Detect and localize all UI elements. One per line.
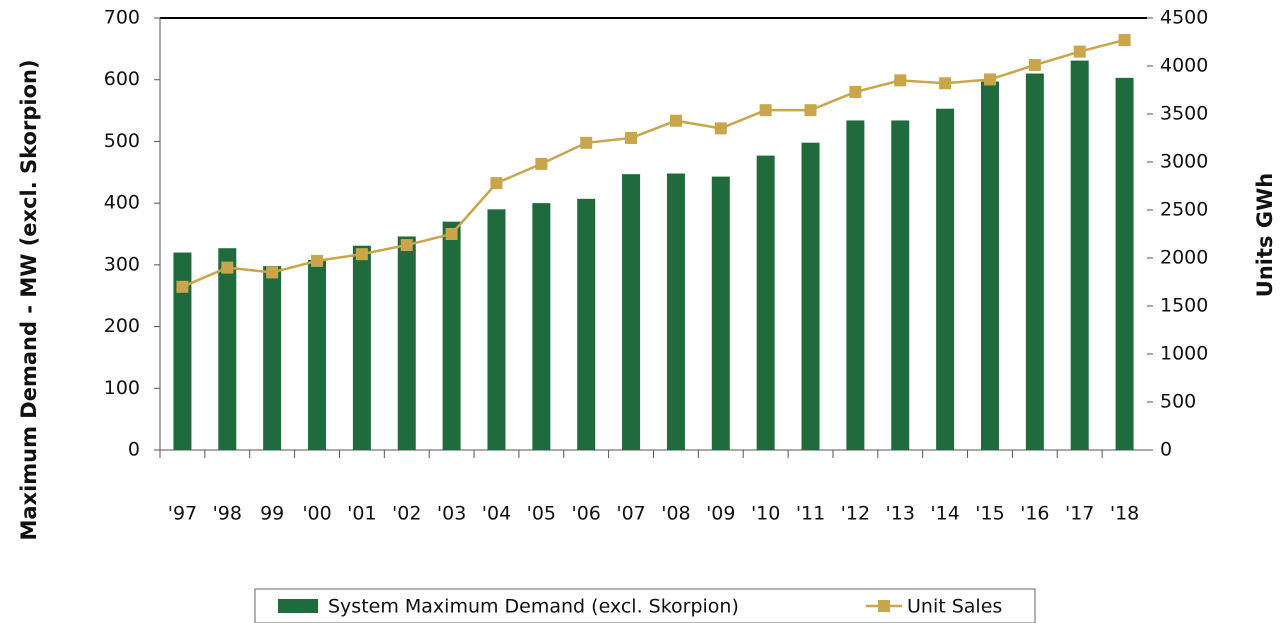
- y-tick-label: 200: [104, 315, 140, 337]
- x-tick-label: '01: [347, 503, 376, 525]
- marker: [1118, 34, 1131, 47]
- y-tick-label: 100: [104, 377, 140, 399]
- bar: [352, 245, 371, 450]
- y-tick-label: 400: [104, 192, 140, 214]
- x-tick-label: '13: [886, 503, 915, 525]
- bar: [846, 120, 865, 451]
- y2-axis-title: Units GWh: [1253, 173, 1277, 297]
- x-tick-label: '11: [796, 503, 825, 525]
- x-tick-label: '15: [975, 503, 1004, 525]
- legend-swatch: [278, 599, 318, 613]
- bar: [397, 236, 416, 450]
- y2-tick-label: 500: [1160, 391, 1196, 413]
- marker: [983, 73, 996, 86]
- marker: [400, 239, 413, 252]
- x-tick-label: '05: [527, 503, 556, 525]
- legend-label: System Maximum Demand (excl. Skorpion): [328, 596, 739, 618]
- bar: [891, 120, 910, 451]
- y2-tick-label: 3500: [1160, 103, 1208, 125]
- bar: [308, 259, 327, 450]
- bar: [1070, 60, 1089, 450]
- x-tick-label: '08: [661, 503, 690, 525]
- x-tick-label: '07: [616, 503, 645, 525]
- bar: [532, 203, 551, 450]
- bar: [622, 174, 641, 450]
- y2-tick-label: 4500: [1160, 7, 1208, 29]
- x-tick-label: '97: [168, 503, 197, 525]
- marker: [849, 85, 862, 98]
- marker: [580, 136, 593, 149]
- y-axis-title: Maximum Demand - MW (excl. Skorpion): [17, 59, 41, 540]
- y-tick-label: 300: [104, 253, 140, 275]
- x-tick-label: '16: [1020, 503, 1049, 525]
- x-tick-label: '00: [302, 503, 331, 525]
- bar: [1025, 73, 1044, 451]
- x-tick-label: '12: [841, 503, 870, 525]
- bar: [218, 248, 237, 450]
- marker: [759, 104, 772, 117]
- marker: [535, 157, 548, 170]
- bar: [711, 176, 730, 450]
- y-tick-label: 0: [128, 439, 140, 461]
- x-tick-label: '02: [392, 503, 421, 525]
- marker: [355, 248, 368, 261]
- marker: [221, 261, 234, 274]
- bar: [756, 155, 775, 450]
- y2-tick-label: 4000: [1160, 55, 1208, 77]
- bar: [442, 221, 461, 450]
- marker: [804, 104, 817, 117]
- bar: [173, 252, 192, 450]
- x-tick-label: '14: [930, 503, 959, 525]
- bar: [936, 108, 955, 450]
- y2-tick-label: 1500: [1160, 295, 1208, 317]
- bar: [1115, 77, 1134, 450]
- marker: [894, 74, 907, 87]
- bar: [487, 209, 506, 450]
- x-tick-label: '17: [1065, 503, 1094, 525]
- y-tick-label: 700: [104, 7, 140, 29]
- bar: [263, 266, 282, 450]
- legend-marker: [878, 600, 890, 612]
- x-tick-label: '04: [482, 503, 511, 525]
- bar: [980, 81, 999, 451]
- legend-label: Unit Sales: [907, 596, 1002, 618]
- marker: [176, 280, 189, 293]
- marker: [625, 132, 638, 144]
- x-tick-label: '10: [751, 503, 780, 525]
- x-tick-label: '98: [213, 503, 242, 525]
- bar: [577, 198, 596, 450]
- y2-tick-label: 2000: [1160, 247, 1208, 269]
- x-tick-label: 99: [260, 503, 284, 525]
- marker: [1073, 45, 1086, 58]
- marker: [1028, 59, 1041, 72]
- x-tick-label: '03: [437, 503, 466, 525]
- bar: [666, 173, 685, 450]
- legend-box: [254, 588, 1036, 623]
- x-tick-label: '09: [706, 503, 735, 525]
- y2-tick-label: 1000: [1160, 343, 1208, 365]
- y2-tick-label: 3000: [1160, 151, 1208, 173]
- y-tick-label: 500: [104, 130, 140, 152]
- marker: [490, 177, 503, 190]
- y2-tick-label: 0: [1160, 439, 1172, 461]
- bar: [801, 142, 820, 451]
- marker: [266, 266, 279, 279]
- marker: [714, 122, 727, 135]
- marker: [445, 228, 458, 240]
- x-tick-label: '18: [1110, 503, 1139, 525]
- y-tick-label: 600: [104, 68, 140, 90]
- marker: [939, 77, 952, 90]
- marker: [311, 254, 324, 267]
- marker: [669, 114, 682, 127]
- x-tick-label: '06: [572, 503, 601, 525]
- y2-tick-label: 2500: [1160, 199, 1208, 221]
- line: [181, 38, 1125, 288]
